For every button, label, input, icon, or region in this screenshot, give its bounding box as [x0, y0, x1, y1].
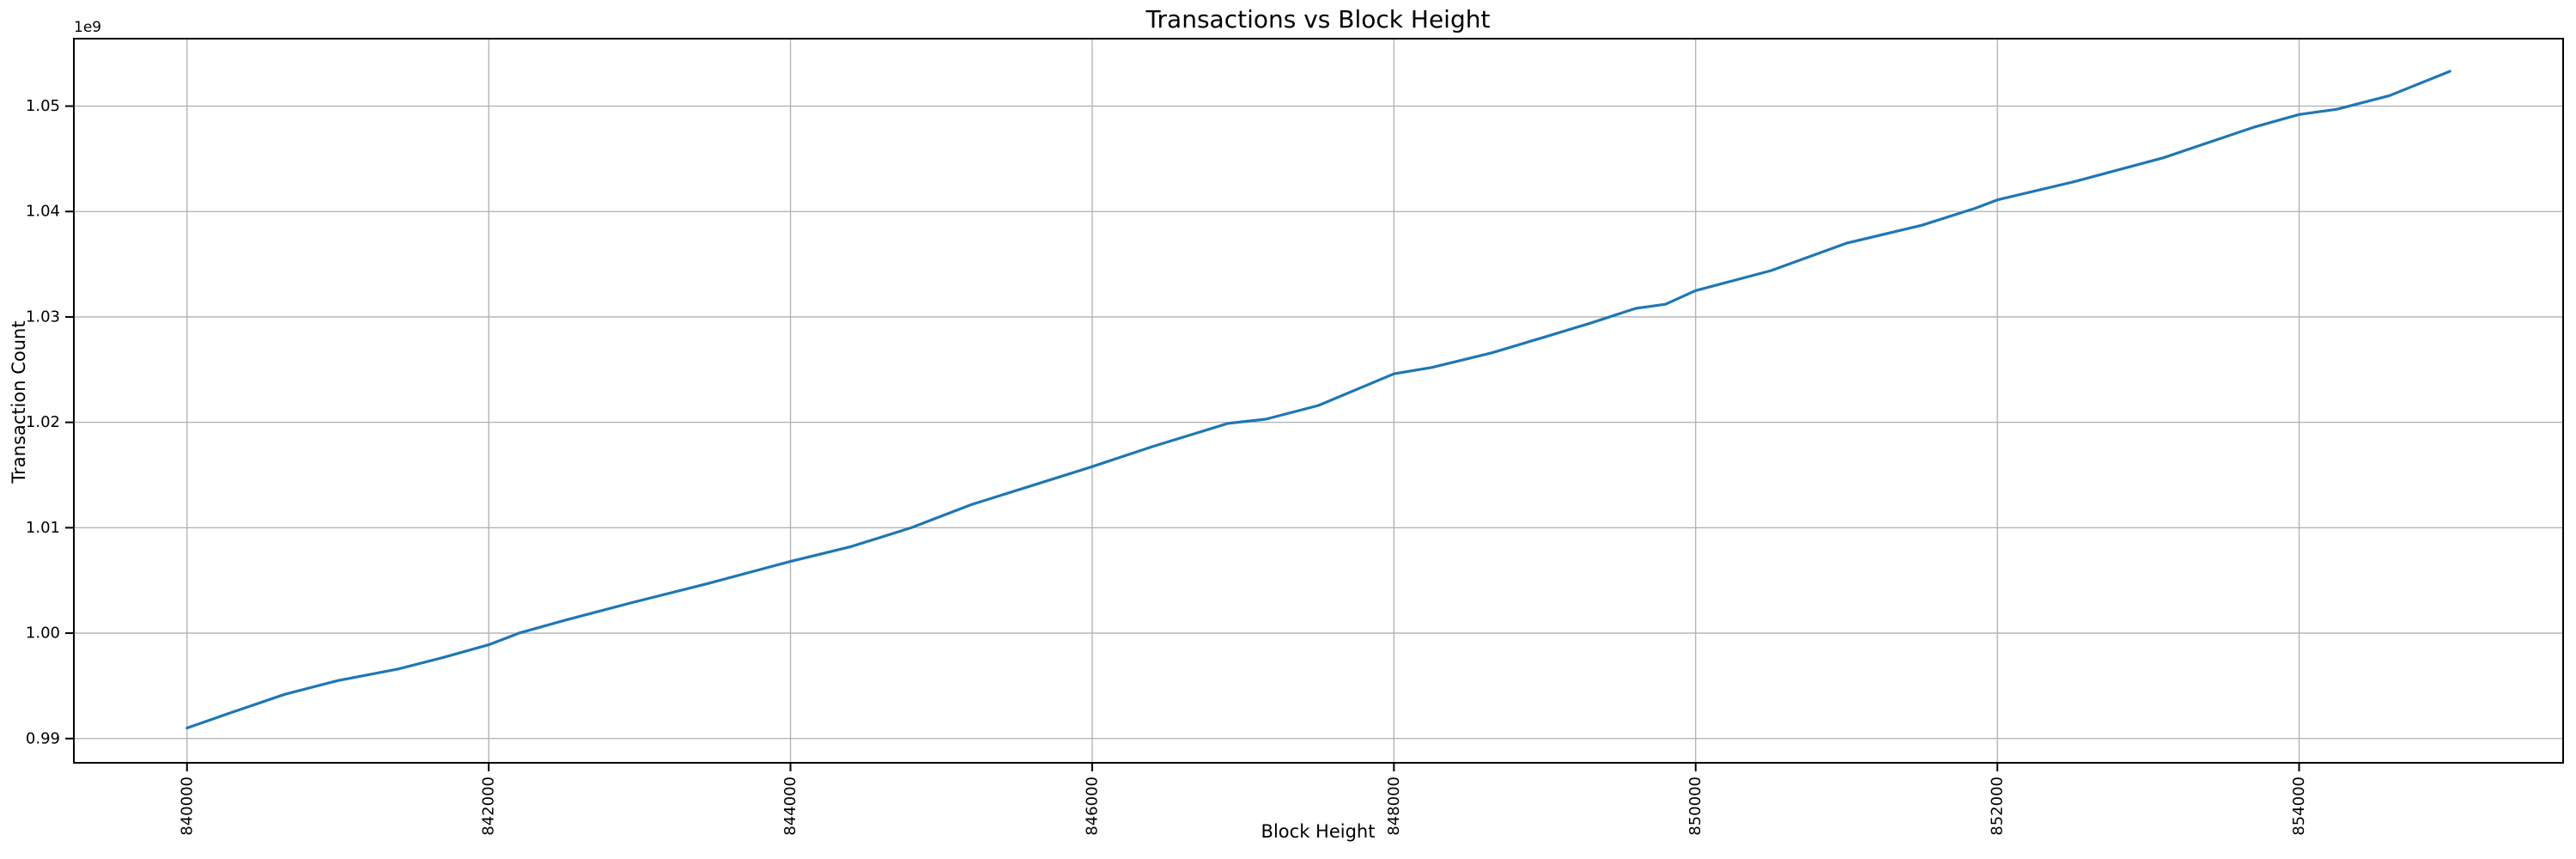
y-tick-label: 1.04: [26, 203, 60, 221]
y-tick-label: 1.03: [26, 308, 60, 326]
y-tick-label: 1.05: [26, 97, 60, 115]
y-axis-label: Transaction Count: [9, 320, 29, 484]
x-axis-label: Block Height: [1261, 821, 1376, 842]
y-axis-offset-label: 1e9: [74, 19, 102, 36]
x-tick-label: 848000: [1385, 777, 1403, 836]
y-tick-label: 1.01: [26, 519, 60, 537]
y-tick-label: 1.02: [26, 413, 60, 431]
chart-title: Transactions vs Block Height: [1145, 5, 1491, 34]
y-tick-label: 0.99: [26, 729, 60, 747]
x-tick-label: 854000: [2290, 777, 2308, 836]
series-line: [185, 70, 2451, 730]
x-tick-label: 850000: [1686, 777, 1704, 836]
x-tick-label: 844000: [781, 777, 799, 836]
x-tick-label: 840000: [178, 777, 196, 836]
axes-frame: [73, 38, 2564, 764]
y-tick-label: 1.00: [26, 624, 60, 643]
x-tick-label: 846000: [1083, 777, 1101, 836]
x-tick-label: 852000: [1989, 777, 2007, 836]
x-tick-label: 842000: [480, 777, 498, 836]
